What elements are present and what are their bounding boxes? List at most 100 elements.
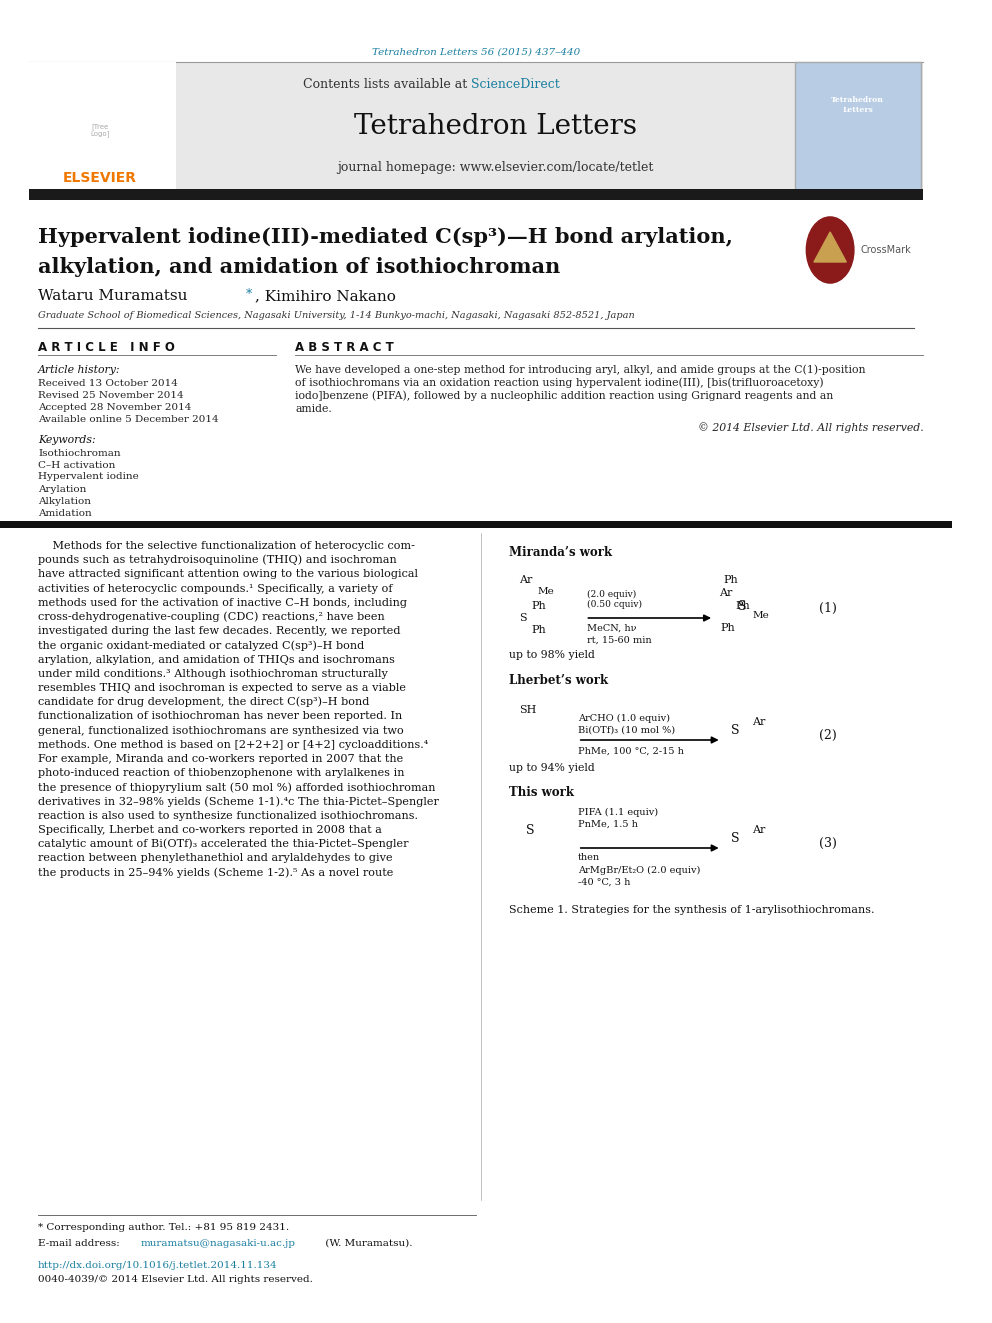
Text: muramatsu@nagasaki-u.ac.jp: muramatsu@nagasaki-u.ac.jp	[141, 1238, 296, 1248]
Text: resembles THIQ and isochroman is expected to serve as a viable: resembles THIQ and isochroman is expecte…	[38, 683, 406, 693]
Text: Bi(OTf)₃ (10 mol %): Bi(OTf)₃ (10 mol %)	[578, 725, 675, 734]
Text: the organic oxidant-mediated or catalyzed C(sp³)–H bond: the organic oxidant-mediated or catalyze…	[38, 640, 364, 651]
Text: methods. One method is based on [2+2+2] or [4+2] cycloadditions.⁴: methods. One method is based on [2+2+2] …	[38, 740, 429, 750]
FancyBboxPatch shape	[29, 62, 177, 192]
Bar	[0, 521, 952, 528]
Text: ScienceDirect: ScienceDirect	[471, 78, 559, 90]
Text: Alkylation: Alkylation	[38, 496, 91, 505]
Text: Available online 5 December 2014: Available online 5 December 2014	[38, 414, 218, 423]
Text: Wataru Muramatsu: Wataru Muramatsu	[38, 288, 192, 303]
Text: We have developed a one-step method for introducing aryl, alkyl, and amide group: We have developed a one-step method for …	[295, 365, 866, 376]
Text: Scheme 1. Strategies for the synthesis of 1-arylisothiochromans.: Scheme 1. Strategies for the synthesis o…	[509, 905, 875, 916]
Text: Ar: Ar	[519, 576, 532, 585]
Text: S: S	[731, 724, 740, 737]
Text: the products in 25–94% yields (Scheme 1-2).⁵ As a novel route: the products in 25–94% yields (Scheme 1-…	[38, 868, 394, 878]
Bar	[29, 189, 924, 200]
Text: (1): (1)	[818, 602, 836, 614]
Text: then: then	[578, 853, 600, 863]
Text: of isothiochromans via an oxidation reaction using hypervalent iodine(III), [bis: of isothiochromans via an oxidation reac…	[295, 378, 823, 388]
Text: activities of heterocyclic compounds.¹ Specifically, a variety of: activities of heterocyclic compounds.¹ S…	[38, 583, 393, 594]
Text: PhMe, 100 °C, 2-15 h: PhMe, 100 °C, 2-15 h	[578, 746, 683, 755]
Text: arylation, alkylation, and amidation of THIQs and isochromans: arylation, alkylation, and amidation of …	[38, 655, 395, 664]
Text: This work: This work	[509, 786, 574, 799]
Text: investigated during the last few decades. Recently, we reported: investigated during the last few decades…	[38, 626, 401, 636]
Text: CrossMark: CrossMark	[861, 245, 912, 255]
Text: rt, 15-60 min: rt, 15-60 min	[587, 635, 652, 644]
Text: (0.50 cquiv): (0.50 cquiv)	[587, 599, 643, 609]
Text: Lherbet’s work: Lherbet’s work	[509, 673, 608, 687]
Text: ArMgBr/Et₂O (2.0 equiv): ArMgBr/Et₂O (2.0 equiv)	[578, 865, 700, 875]
Text: Ar: Ar	[752, 826, 766, 835]
Text: cross-dehydrogenative-coupling (CDC) reactions,² have been: cross-dehydrogenative-coupling (CDC) rea…	[38, 611, 385, 622]
Text: * Corresponding author. Tel.: +81 95 819 2431.: * Corresponding author. Tel.: +81 95 819…	[38, 1224, 290, 1233]
Text: Me: Me	[538, 587, 555, 597]
Text: -40 °C, 3 h: -40 °C, 3 h	[578, 877, 630, 886]
Text: Tetrahedron Letters: Tetrahedron Letters	[353, 112, 637, 139]
Text: SH: SH	[519, 705, 537, 714]
Text: 0040-4039/© 2014 Elsevier Ltd. All rights reserved.: 0040-4039/© 2014 Elsevier Ltd. All right…	[38, 1275, 312, 1285]
Text: Ph: Ph	[723, 576, 738, 585]
Text: http://dx.doi.org/10.1016/j.tetlet.2014.11.134: http://dx.doi.org/10.1016/j.tetlet.2014.…	[38, 1261, 278, 1270]
Text: reaction is also used to synthesize functionalized isothiochromans.: reaction is also used to synthesize func…	[38, 811, 418, 820]
Text: Ph: Ph	[720, 623, 735, 632]
Text: Received 13 October 2014: Received 13 October 2014	[38, 378, 178, 388]
Text: pounds such as tetrahydroisoquinoline (THIQ) and isochroman: pounds such as tetrahydroisoquinoline (T…	[38, 554, 397, 565]
Circle shape	[806, 217, 854, 283]
Text: Ar: Ar	[752, 717, 766, 728]
Text: Ar: Ar	[719, 587, 732, 598]
Text: up to 98% yield: up to 98% yield	[509, 650, 595, 660]
Text: A B S T R A C T: A B S T R A C T	[295, 341, 394, 355]
Text: journal homepage: www.elsevier.com/locate/tetlet: journal homepage: www.elsevier.com/locat…	[337, 161, 653, 175]
Text: S: S	[738, 599, 746, 613]
Text: Arylation: Arylation	[38, 484, 86, 493]
Text: Hypervalent iodine(III)-mediated C(sp³)—H bond arylation,: Hypervalent iodine(III)-mediated C(sp³)—…	[38, 228, 733, 247]
Text: up to 94% yield: up to 94% yield	[509, 763, 595, 773]
Text: iodo]benzene (PIFA), followed by a nucleophilic addition reaction using Grignard: iodo]benzene (PIFA), followed by a nucle…	[295, 390, 833, 401]
Text: (2): (2)	[818, 729, 836, 741]
Text: Article history:: Article history:	[38, 365, 121, 374]
Text: have attracted significant attention owing to the various biological: have attracted significant attention owi…	[38, 569, 418, 579]
Text: Tetrahedron Letters 56 (2015) 437–440: Tetrahedron Letters 56 (2015) 437–440	[372, 48, 580, 57]
Text: photo-induced reaction of thiobenzophenone with arylalkenes in: photo-induced reaction of thiobenzopheno…	[38, 769, 405, 778]
Text: under mild conditions.³ Although isothiochroman structurally: under mild conditions.³ Although isothio…	[38, 669, 388, 679]
Text: Revised 25 November 2014: Revised 25 November 2014	[38, 390, 184, 400]
Text: Isothiochroman: Isothiochroman	[38, 448, 121, 458]
Text: S: S	[731, 831, 740, 844]
Text: C–H activation: C–H activation	[38, 460, 115, 470]
Text: Ph: Ph	[531, 601, 546, 611]
Text: PIFA (1.1 equiv): PIFA (1.1 equiv)	[578, 807, 658, 816]
FancyBboxPatch shape	[795, 62, 921, 192]
Text: (W. Muramatsu).: (W. Muramatsu).	[321, 1238, 413, 1248]
Text: methods used for the activation of inactive C–H bonds, including: methods used for the activation of inact…	[38, 598, 407, 607]
Text: © 2014 Elsevier Ltd. All rights reserved.: © 2014 Elsevier Ltd. All rights reserved…	[697, 422, 924, 434]
Text: (3): (3)	[818, 836, 836, 849]
Text: functionalization of isothiochroman has never been reported. In: functionalization of isothiochroman has …	[38, 712, 403, 721]
Text: Amidation: Amidation	[38, 508, 92, 517]
Text: Ph: Ph	[735, 601, 750, 611]
Text: reaction between phenylethanethiol and arylaldehydes to give: reaction between phenylethanethiol and a…	[38, 853, 393, 864]
Text: *: *	[246, 287, 252, 300]
Text: Accepted 28 November 2014: Accepted 28 November 2014	[38, 402, 191, 411]
Text: [Tree
Logo]: [Tree Logo]	[90, 123, 110, 138]
Text: For example, Miranda and co-workers reported in 2007 that the: For example, Miranda and co-workers repo…	[38, 754, 404, 763]
Text: amide.: amide.	[295, 404, 332, 414]
Text: Me: Me	[752, 611, 769, 620]
Text: Ph: Ph	[531, 624, 546, 635]
Text: Hypervalent iodine: Hypervalent iodine	[38, 472, 139, 482]
Text: Miranda’s work: Miranda’s work	[509, 546, 612, 560]
Text: S: S	[519, 613, 527, 623]
Text: Specifically, Lherbet and co-workers reported in 2008 that a: Specifically, Lherbet and co-workers rep…	[38, 826, 382, 835]
Text: (2.0 equiv): (2.0 equiv)	[587, 590, 637, 598]
Text: Keywords:: Keywords:	[38, 435, 95, 445]
Text: ELSEVIER: ELSEVIER	[62, 171, 137, 185]
Text: general, functionalized isothiochromans are synthesized via two: general, functionalized isothiochromans …	[38, 725, 404, 736]
FancyBboxPatch shape	[29, 62, 924, 192]
Text: MeCN, hν: MeCN, hν	[587, 623, 637, 632]
Text: S: S	[527, 823, 535, 836]
Text: alkylation, and amidation of isothiochroman: alkylation, and amidation of isothiochro…	[38, 257, 560, 277]
Text: Methods for the selective functionalization of heterocyclic com-: Methods for the selective functionalizat…	[38, 541, 415, 550]
Text: catalytic amount of Bi(OTf)₃ accelerated the thia-Pictet–Spengler: catalytic amount of Bi(OTf)₃ accelerated…	[38, 839, 409, 849]
Text: Contents lists available at: Contents lists available at	[303, 78, 471, 90]
Text: Tetrahedron
Letters: Tetrahedron Letters	[831, 97, 884, 114]
Text: E-mail address:: E-mail address:	[38, 1238, 123, 1248]
